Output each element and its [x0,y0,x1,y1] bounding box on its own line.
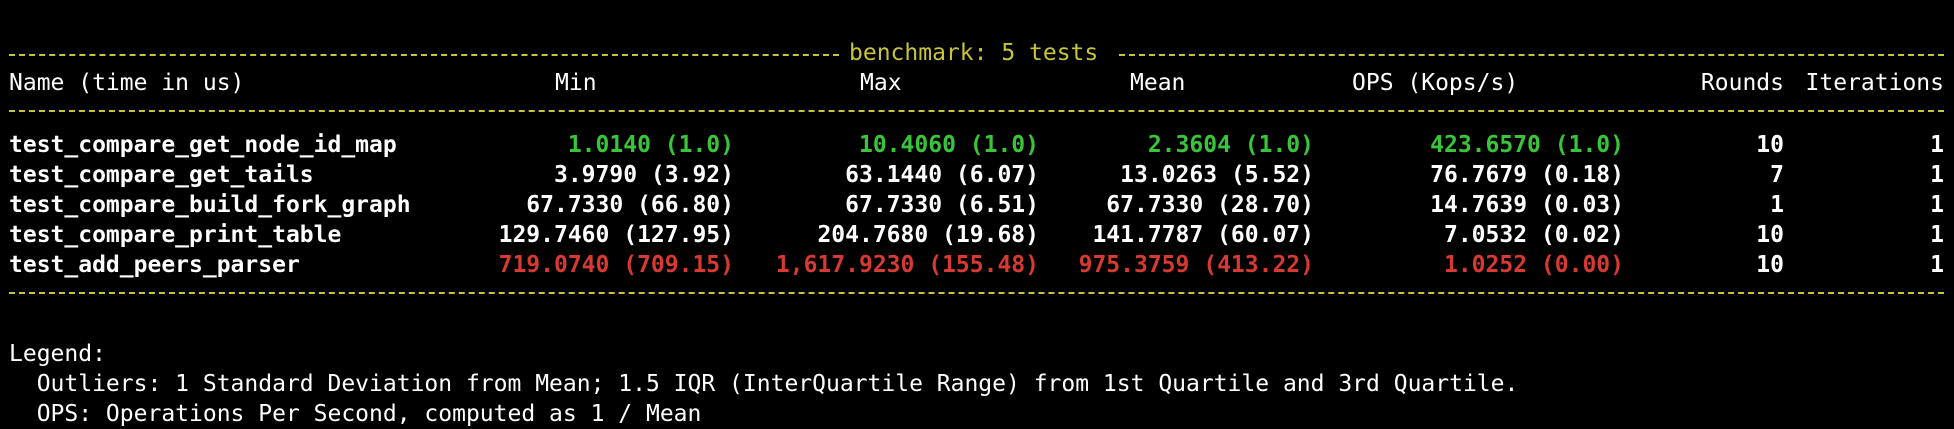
table-row: test_add_peers_parser 719.0740 (709.15) … [9,250,1944,280]
max-value: 67.7330 (6.51) [845,192,1039,218]
title-rule-left-dashes [9,54,839,56]
mean-value: 13.0263 (5.52) [1120,162,1314,188]
max-value: 1,617.9230 (155.48) [775,252,1039,278]
column-header-row: Name (time in us) Min Max Mean OPS (Kops… [9,68,1944,98]
max-value: 204.7680 (19.68) [817,222,1039,248]
iterations-value: 1 [1930,192,1944,218]
iterations-value: 1 [1930,252,1944,278]
min-value: 3.9790 (3.92) [553,162,734,188]
ops-value: 1.0252 (0.00) [1443,252,1624,278]
ops-value: 7.0532 (0.02) [1443,222,1624,248]
column-header-max: Max [860,70,902,96]
rounds-value: 10 [1756,252,1784,278]
test-name: test_add_peers_parser [9,252,300,278]
column-header-iterations: Iterations [1805,70,1944,96]
mean-value: 141.7787 (60.07) [1092,222,1314,248]
table-row: test_compare_print_table 129.7460 (127.9… [9,220,1944,250]
test-name: test_compare_get_node_id_map [9,132,397,158]
rounds-value: 1 [1770,192,1784,218]
min-value: 129.7460 (127.95) [498,222,734,248]
ops-value: 14.7639 (0.03) [1430,192,1624,218]
test-name: test_compare_get_tails [9,162,314,188]
table-row: test_compare_get_node_id_map 1.0140 (1.0… [9,130,1944,160]
min-value: 1.0140 (1.0) [567,132,734,158]
ops-value: 76.7679 (0.18) [1430,162,1624,188]
table-row: test_compare_build_fork_graph 67.7330 (6… [9,190,1944,220]
mean-value: 2.3604 (1.0) [1147,132,1314,158]
iterations-value: 1 [1930,132,1944,158]
mean-value: 975.3759 (413.22) [1078,252,1314,278]
legend-ops: OPS: Operations Per Second, computed as … [9,401,702,427]
legend-outliers: Outliers: 1 Standard Deviation from Mean… [9,371,1519,397]
legend-title: Legend: [9,341,106,367]
column-header-mean: Mean [1130,70,1186,96]
table-row: test_compare_get_tails 3.9790 (3.92) 63.… [9,160,1944,190]
column-header-rounds: Rounds [1700,70,1784,96]
mean-value: 67.7330 (28.70) [1106,192,1314,218]
column-header-min: Min [555,70,597,96]
min-value: 67.7330 (66.80) [526,192,734,218]
ops-value: 423.6570 (1.0) [1430,132,1624,158]
rounds-value: 7 [1770,162,1784,188]
footer-separator [9,276,1944,306]
benchmark-title: benchmark: 5 tests [849,40,1099,66]
header-separator-dashes [9,110,1944,112]
min-value: 719.0740 (709.15) [498,252,734,278]
test-name: test_compare_print_table [9,222,342,248]
max-value: 10.4060 (1.0) [858,132,1039,158]
max-value: 63.1440 (6.07) [845,162,1039,188]
title-rule-right-dashes [1119,54,1944,56]
rounds-value: 10 [1756,132,1784,158]
title-rule: benchmark: 5 tests [9,38,1944,68]
rounds-value: 10 [1756,222,1784,248]
header-separator [9,94,1944,124]
column-header-name: Name (time in us) [9,70,245,96]
test-name: test_compare_build_fork_graph [9,192,411,218]
iterations-value: 1 [1930,222,1944,248]
footer-separator-dashes [9,292,1944,294]
iterations-value: 1 [1930,162,1944,188]
column-header-ops: OPS (Kops/s) [1352,70,1519,96]
